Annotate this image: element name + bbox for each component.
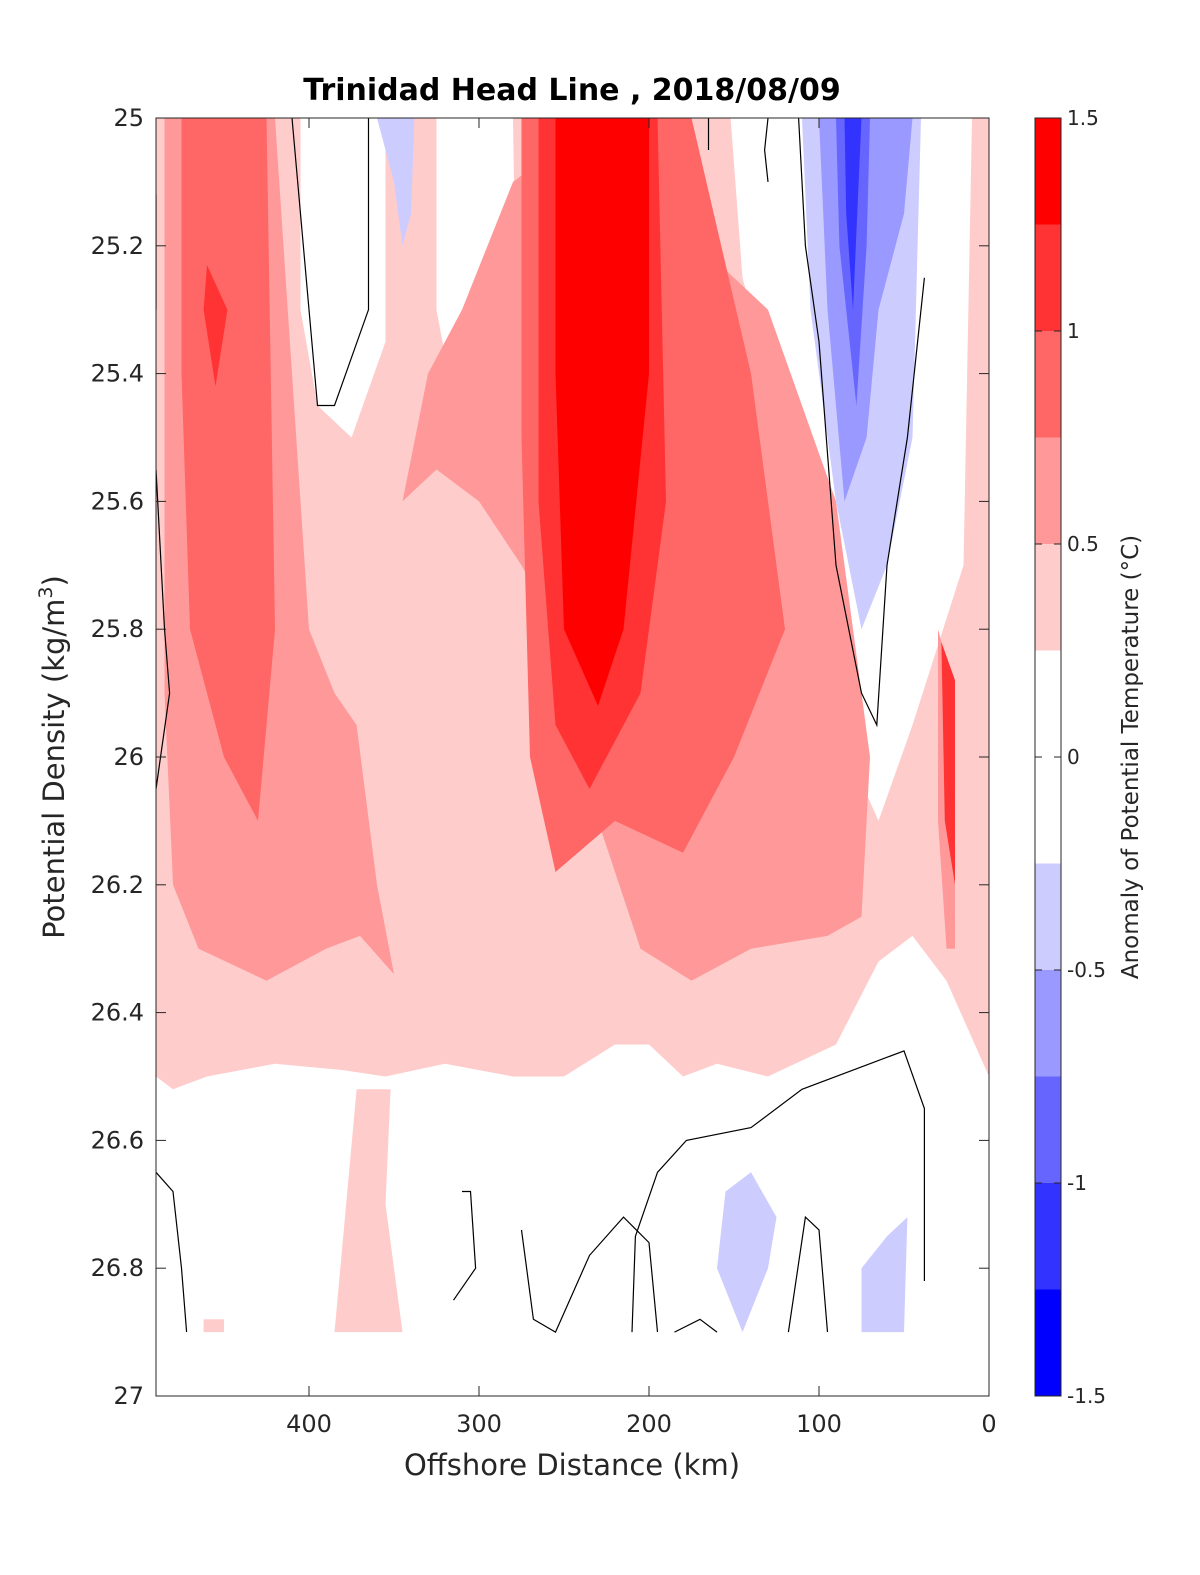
y-tick-label-5: 26	[113, 743, 144, 771]
contour-region-3	[300, 118, 386, 438]
x-axis-title: Offshore Distance (km)	[404, 1448, 740, 1482]
y-tick-label-3: 25.6	[91, 487, 144, 515]
contour-region-13	[941, 642, 955, 885]
y-tick-label-10: 27	[113, 1382, 144, 1410]
x-tick-label-2: 200	[626, 1410, 672, 1438]
contour-region-18	[861, 1217, 908, 1333]
zero-contour-lines	[156, 118, 926, 1333]
y-tick-label-4: 25.8	[91, 615, 144, 643]
colorbar-band-1	[1035, 1183, 1061, 1290]
colorbar-band-8	[1035, 331, 1061, 438]
chart-title: Trinidad Head Line , 2018/08/09	[303, 73, 840, 108]
y-tick-label-7: 26.4	[91, 999, 144, 1027]
y-axis-title-main: Potential Density (kg/m	[37, 599, 71, 939]
colorbar-tick-label-2: -0.5	[1067, 958, 1106, 982]
colorbar-tick-label-0: -1.5	[1067, 1384, 1106, 1408]
y-tick-label-9: 26.8	[91, 1254, 144, 1282]
zero-contour-line-1	[156, 469, 171, 790]
colorbar-tick-label-4: 0.5	[1067, 532, 1099, 556]
zero-contour-line-7	[453, 1190, 477, 1301]
colorbar-tick-label-1: -1	[1067, 1171, 1087, 1195]
colorbar-tick-label-6: 1.5	[1067, 106, 1099, 130]
y-tick-label-6: 26.2	[91, 871, 144, 899]
colorbar-tick-label-3: 0	[1067, 745, 1080, 769]
colorbar-band-6	[1035, 544, 1061, 651]
contour-region-11	[203, 265, 228, 387]
contour-region-14	[555, 118, 649, 706]
contour-region-21	[844, 118, 862, 310]
y-tick-label-2: 25.4	[91, 360, 144, 388]
colorbar-band-9	[1035, 224, 1061, 331]
zero-contour-line-11	[787, 1215, 829, 1333]
x-tick-label-4: 0	[981, 1410, 996, 1438]
colorbar-band-3	[1035, 970, 1061, 1077]
colorbar-title: Anomaly of Potential Temperature (°C)	[1118, 535, 1144, 979]
x-tick-label-0: 400	[286, 1410, 332, 1438]
contour-region-17	[717, 1172, 777, 1333]
contour-region-16	[377, 118, 415, 246]
y-tick-label-0: 25	[113, 104, 144, 132]
x-tick-label-3: 100	[796, 1410, 842, 1438]
colorbar-band-10	[1035, 118, 1061, 225]
y-tick-label-8: 26.6	[91, 1126, 144, 1154]
colorbar-band-0	[1035, 1289, 1061, 1396]
zero-contour-line-4	[763, 118, 769, 182]
zero-contour-line-5	[798, 118, 925, 728]
x-axis-ticks: 400 300 200 100 0	[286, 118, 997, 1438]
colorbar-tick-label-5: 1	[1067, 319, 1080, 343]
y-axis-title: Potential Density (kg/m3)	[35, 575, 71, 939]
colorbar-band-4	[1035, 863, 1061, 970]
zero-contour-line-6	[156, 1171, 188, 1333]
y-axis-ticks: 25 25.2 25.4 25.6 25.8 26 26.2 26.4 26.6 26.8 27	[91, 104, 989, 1410]
colorbar-band-7	[1035, 437, 1061, 544]
zero-contour-line-8	[631, 1050, 926, 1333]
zero-contour-line-9	[520, 1216, 659, 1333]
filled-contour-regions	[156, 118, 989, 1333]
x-tick-label-1: 300	[456, 1410, 502, 1438]
colorbar-band-2	[1035, 1076, 1061, 1183]
y-tick-label-1: 25.2	[91, 232, 144, 260]
colorbar-ticks: -1.5 -1 -0.5 0 0.5 1 1.5	[1035, 106, 1106, 1408]
y-axis-title-superscript: 3	[35, 586, 57, 598]
contour-region-2	[203, 1319, 224, 1333]
contour-region-1	[334, 1089, 403, 1333]
y-axis-title-end: )	[37, 575, 71, 586]
zero-contour-line-10	[674, 1318, 718, 1333]
zero-contour-line-2	[291, 118, 370, 407]
